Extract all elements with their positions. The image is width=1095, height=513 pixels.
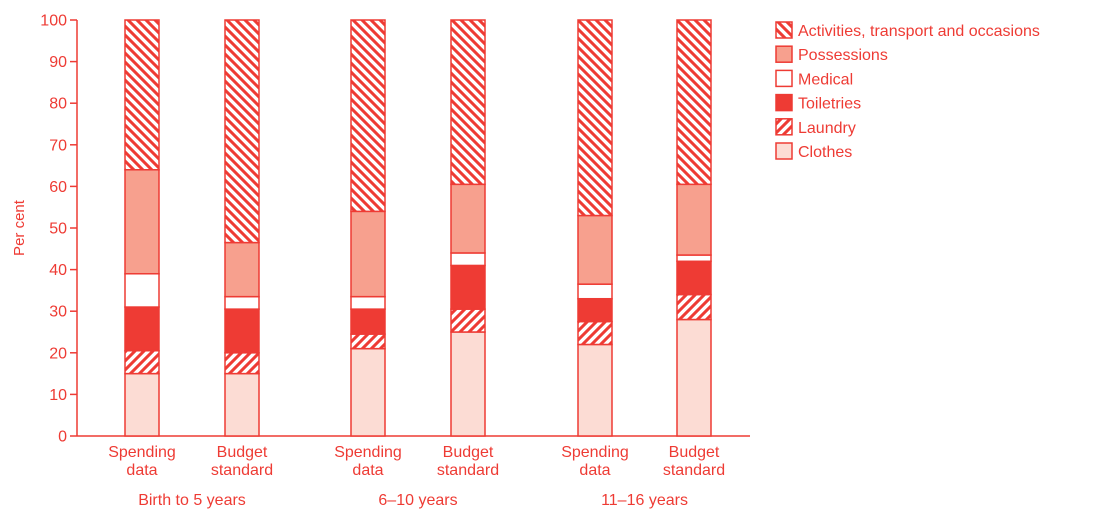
y-tick-label: 80 <box>49 96 67 113</box>
bar-category-label: Budget standard <box>211 444 273 479</box>
bar-0-1 <box>224 19 260 437</box>
legend-label: Medical <box>798 71 853 88</box>
y-tick-label: 10 <box>49 387 67 404</box>
bar-category-label-line: Budget <box>669 444 720 461</box>
bar-category-label-line: standard <box>437 462 499 479</box>
bar-segment-medical <box>224 295 260 310</box>
legend-swatch <box>775 142 793 160</box>
bar-category-label-line: data <box>352 462 383 479</box>
bar-segment-medical <box>577 283 613 300</box>
bar-segment-toiletries <box>577 297 613 323</box>
legend-item-toiletries: Toiletries <box>775 93 861 113</box>
y-tick-label: 70 <box>49 137 67 154</box>
legend-label: Possessions <box>798 47 888 64</box>
bar-segment-clothes <box>224 372 260 437</box>
y-tick-label: 100 <box>40 13 67 30</box>
bar-segment-activities <box>350 19 386 213</box>
bar-segment-activities <box>577 19 613 217</box>
bar-category-label: Spending data <box>108 444 176 479</box>
bar-2-0 <box>577 19 613 437</box>
bar-segment-toiletries <box>224 308 260 354</box>
bar-segment-possessions <box>577 214 613 285</box>
bar-category-label-line: data <box>126 462 157 479</box>
bar-segment-laundry <box>224 352 260 375</box>
bar-segment-toiletries <box>676 260 712 296</box>
bar-segment-toiletries <box>450 264 486 310</box>
y-tick-label: 0 <box>58 429 67 446</box>
y-axis-title: Per cent <box>11 199 28 256</box>
legend-item-laundry: Laundry <box>775 118 856 137</box>
bar-segment-toiletries <box>124 306 160 352</box>
legend-label: Toiletries <box>798 96 861 113</box>
bar-segment-toiletries <box>350 308 386 335</box>
bar-segment-possessions <box>224 241 260 298</box>
group-label: Birth to 5 years <box>138 492 246 509</box>
bar-segment-activities <box>676 19 712 186</box>
bar-1-1 <box>450 19 486 437</box>
bar-category-label-line: Spending <box>108 444 176 461</box>
y-tick-label: 50 <box>49 221 67 238</box>
bar-segment-clothes <box>124 372 160 437</box>
bar-segment-activities <box>124 19 160 171</box>
group-label: 6–10 years <box>378 492 457 509</box>
legend-swatch <box>775 93 793 112</box>
bar-segment-laundry <box>450 308 486 333</box>
bar-category-label-line: Budget <box>217 444 268 461</box>
bar-category-label: Budget standard <box>663 444 725 479</box>
group-label: 11–16 years <box>601 492 688 509</box>
bar-segment-possessions <box>450 183 486 254</box>
legend-item-clothes: Clothes <box>775 142 852 161</box>
bar-category-label-line: Spending <box>561 444 629 461</box>
bar-segment-activities <box>450 19 486 186</box>
bar-2-1 <box>676 19 712 437</box>
legend: Activities, transport and occasions Posse… <box>775 21 1040 161</box>
legend-item-possessions: Possessions <box>775 45 888 64</box>
bar-category-label: Budget standard <box>437 444 499 479</box>
bar-0-0 <box>124 19 160 437</box>
bar-segment-possessions <box>124 169 160 275</box>
bar-segment-medical <box>124 273 160 308</box>
legend-label: Laundry <box>798 120 856 137</box>
y-tick-label: 60 <box>49 179 67 196</box>
bar-category-label-line: standard <box>211 462 273 479</box>
bar-segment-clothes <box>350 347 386 437</box>
y-tick-label: 40 <box>49 262 67 279</box>
legend-swatch <box>775 118 793 136</box>
legend-swatch <box>775 69 793 88</box>
bar-segment-clothes <box>450 331 486 437</box>
legend-swatch <box>775 21 793 39</box>
y-tick-label: 20 <box>49 345 67 362</box>
bar-segment-laundry <box>124 349 160 375</box>
y-tick-label: 30 <box>49 304 67 321</box>
bar-segment-medical <box>450 252 486 267</box>
legend-item-activities: Activities, transport and occasions <box>775 21 1040 40</box>
bar-segment-laundry <box>676 293 712 321</box>
bar-segment-possessions <box>676 183 712 256</box>
bars <box>124 19 712 437</box>
bar-category-label: Spending data <box>561 444 629 479</box>
bar-segment-clothes <box>676 318 712 437</box>
bar-category-label-line: data <box>579 462 610 479</box>
y-tick-label: 90 <box>49 54 67 71</box>
bar-segment-clothes <box>577 343 613 437</box>
bar-segment-laundry <box>350 333 386 350</box>
legend-label: Clothes <box>798 144 852 161</box>
bar-1-0 <box>350 19 386 437</box>
legend-item-medical: Medical <box>775 69 853 88</box>
bar-segment-medical <box>676 254 712 263</box>
legend-label: Activities, transport and occasions <box>798 23 1040 40</box>
y-axis: 0 10 20 30 40 50 60 70 80 90 100 <box>40 13 750 446</box>
legend-swatch <box>775 45 793 63</box>
bar-segment-medical <box>350 295 386 310</box>
bar-category-label-line: standard <box>663 462 725 479</box>
bar-segment-possessions <box>350 210 386 298</box>
bar-category-label-line: Budget <box>443 444 494 461</box>
bar-category-label-line: Spending <box>334 444 402 461</box>
bar-segment-activities <box>224 19 260 244</box>
bar-category-label: Spending data <box>334 444 402 479</box>
bar-segment-laundry <box>577 320 613 346</box>
